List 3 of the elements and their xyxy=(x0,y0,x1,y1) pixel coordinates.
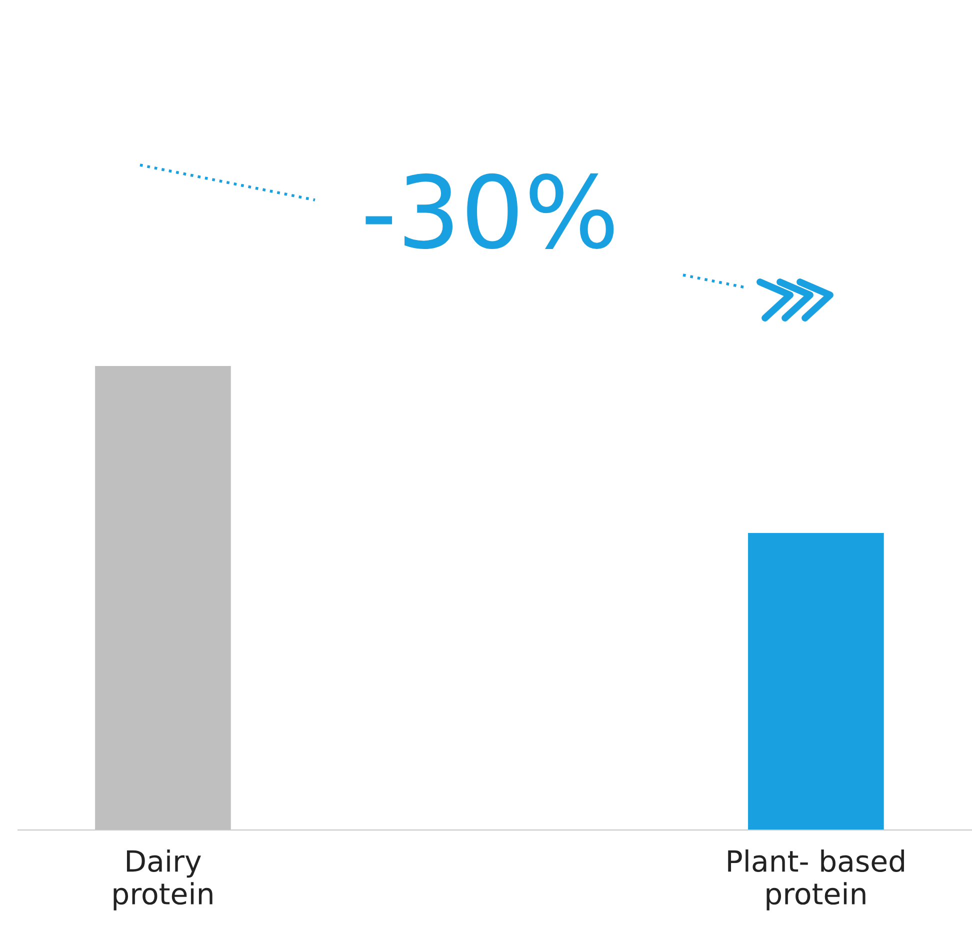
text: -30% xyxy=(366,173,614,250)
x-tick-label: Dairy protein xyxy=(114,849,212,910)
x-tick-label: Plant- based protein xyxy=(728,849,904,910)
